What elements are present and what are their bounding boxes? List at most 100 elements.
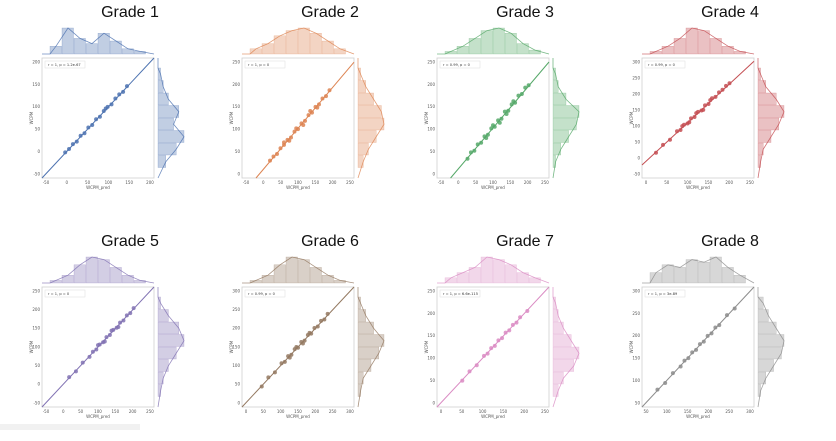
x-tick-label: 250 xyxy=(541,180,549,185)
scatter-point xyxy=(516,93,521,98)
x-tick-label: 200 xyxy=(520,409,528,414)
top-hist-bar xyxy=(61,275,74,284)
right-hist-bar xyxy=(757,92,777,106)
x-axis-label: WCPM_pred xyxy=(286,414,310,419)
scatter-point xyxy=(703,103,707,108)
right-hist-bar xyxy=(757,117,779,131)
scatter-point xyxy=(78,133,83,138)
fit-line xyxy=(436,286,550,408)
scatter-point xyxy=(275,152,279,156)
grade-2-jointplot: r = 1, p = 0-50 0 50 100 150 200 2500501001502… xyxy=(229,27,385,190)
legend-box xyxy=(439,289,481,298)
scatter-point xyxy=(485,132,490,137)
right-hist-bar xyxy=(552,384,559,397)
top-kde-curve xyxy=(642,27,755,55)
right-kde-curve xyxy=(157,58,185,179)
scatter-point xyxy=(708,98,713,103)
scatter-point xyxy=(678,128,683,132)
scatter-point xyxy=(327,88,332,93)
x-tick-label: 100 xyxy=(489,180,497,185)
y-tick-label: 200 xyxy=(232,82,240,87)
legend-text: r = 0.99, p = 0 xyxy=(443,63,471,67)
grade-7-panel: Grade 7 r = 1, p = 6.6e-115 0 50 100 150 200 2… xyxy=(424,231,625,441)
scatter-point xyxy=(713,94,718,99)
plot-frame xyxy=(436,57,550,179)
grade-4-title: Grade 4 xyxy=(701,4,759,21)
scatter-point xyxy=(507,328,512,333)
y-tick-label: 100 xyxy=(632,378,640,383)
scatter-point xyxy=(121,89,126,94)
y-axis-label: WCPM xyxy=(229,111,234,124)
top-hist-bar xyxy=(97,32,110,55)
grade-3-panel: Grade 3 r = 0.99, p = 0 -50 0 50 100 150 200 25… xyxy=(424,2,625,212)
fit-line xyxy=(41,57,155,179)
top-kde-curve xyxy=(642,256,755,284)
top-kde-curve xyxy=(242,27,355,55)
scatter-point xyxy=(724,313,729,318)
x-tick-label: 200 xyxy=(329,180,337,185)
x-tick-label: 0 xyxy=(66,180,69,185)
top-hist-bar xyxy=(444,277,457,284)
x-tick-label: 100 xyxy=(684,180,692,185)
x-tick-label: 0 xyxy=(245,409,248,414)
scatter-point xyxy=(131,306,136,311)
y-tick-label: 200 xyxy=(232,326,240,331)
grade-8-panel: Grade 8 r = 1, p = 3e-89 50 100 150 200 250 30… xyxy=(629,231,830,441)
scatter-point xyxy=(259,384,264,389)
y-tick-label: -50 xyxy=(33,171,40,176)
scatter-point xyxy=(706,102,711,107)
top-hist-bar xyxy=(297,259,310,284)
right-kde-curve xyxy=(757,287,785,408)
y-tick-label: 50 xyxy=(235,149,241,154)
grade-5-title: Grade 5 xyxy=(101,233,159,250)
x-tick-label: 50 xyxy=(78,409,84,414)
y-tick-label: 100 xyxy=(32,104,40,109)
scatter-point xyxy=(686,356,691,361)
y-tick-label: 250 xyxy=(32,288,40,293)
scatter-point xyxy=(113,96,118,101)
scatter-point xyxy=(282,359,287,364)
scatter-point xyxy=(292,129,297,134)
scatter-point xyxy=(694,111,699,116)
scatter-point xyxy=(732,306,737,311)
scatter-point xyxy=(128,311,133,316)
scatter-point xyxy=(105,104,110,109)
y-tick-label: 200 xyxy=(632,333,640,338)
x-tick-label: 50 xyxy=(261,409,267,414)
x-tick-label: 100 xyxy=(663,409,671,414)
y-tick-label: 0 xyxy=(237,171,240,176)
top-hist-bar xyxy=(333,48,346,55)
scatter-point xyxy=(500,336,505,341)
x-tick-label: 50 xyxy=(85,180,91,185)
top-hist-bar xyxy=(456,46,469,55)
y-axis-label: WCPM xyxy=(629,111,634,124)
x-tick-label: 200 xyxy=(146,180,154,185)
scatter-point xyxy=(94,117,99,122)
scatter-point xyxy=(668,137,672,142)
scatter-point xyxy=(124,84,129,89)
top-hist-bar xyxy=(97,259,110,284)
x-axis-label: WCPM_pred xyxy=(686,185,710,190)
x-tick-label: 50 xyxy=(643,409,649,414)
x-tick-label: 100 xyxy=(294,180,302,185)
x-axis-label: WCPM_pred xyxy=(86,414,110,419)
scatter-point xyxy=(289,135,293,140)
scatter-point xyxy=(322,317,327,322)
x-tick-label: 250 xyxy=(329,409,337,414)
scatter-point xyxy=(694,347,699,352)
scatter-point xyxy=(116,325,121,329)
scatter-point xyxy=(509,102,514,107)
y-axis-label: WCPM xyxy=(229,340,234,353)
scatter-point xyxy=(90,123,95,128)
y-tick-label: 150 xyxy=(232,344,240,349)
scatter-point xyxy=(655,387,660,392)
y-tick-label: 300 xyxy=(232,288,240,293)
right-hist-bar xyxy=(157,321,179,335)
scatter-point xyxy=(717,90,721,95)
x-tick-label: 50 xyxy=(473,180,479,185)
y-tick-label: 100 xyxy=(232,127,240,132)
grade-7-jointplot: r = 1, p = 6.6e-115 0 50 100 150 200 250 0 50 100… xyxy=(424,256,580,419)
top-hist-bar xyxy=(685,259,698,284)
top-hist-bar xyxy=(85,256,98,284)
x-tick-label: 50 xyxy=(459,409,465,414)
